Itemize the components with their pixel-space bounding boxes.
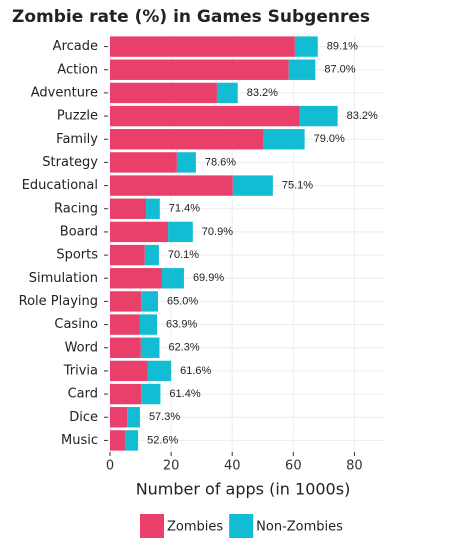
x-tick-label: 0 [106,459,114,474]
bar-segment [110,291,142,312]
bar-segment [110,360,148,382]
y-tick-label: Casino [54,317,98,332]
y-tick-label: Role Playing [19,294,98,309]
y-tick-label: Adventure [31,85,98,100]
bar-segment [110,268,162,289]
x-axis-label: Number of apps (in 1000s) [136,480,351,499]
rate-label: 57.3% [149,411,180,423]
rate-label: 69.9% [193,272,224,284]
rate-label: 71.4% [169,203,200,215]
bar-segment [124,430,139,451]
rate-label: 75.1% [282,179,313,191]
chart-title: Zombie rate (%) in Games Subgenres [12,7,370,27]
bar-segment [263,129,305,150]
legend-label: Zombies [167,520,223,535]
y-tick-label: Simulation [29,271,98,286]
x-tick-label: 40 [224,459,241,474]
y-tick-label: Family [56,132,98,147]
y-tick-label: Trivia [63,363,98,378]
x-tick-label: 20 [163,459,180,474]
y-tick-label: Music [61,433,98,448]
y-tick-label: Educational [22,178,98,193]
rate-label: 63.9% [166,318,197,330]
rate-label: 70.1% [168,249,199,261]
y-tick-label: Word [65,340,98,355]
y-tick-label: Arcade [53,39,98,54]
y-tick-label: Sports [56,248,98,263]
bar-segment [141,291,158,312]
y-tick-label: Puzzle [57,109,98,124]
rate-label: 70.9% [202,226,233,238]
y-tick-label: Action [57,62,98,77]
bar-segment [110,430,125,451]
bar-segment [110,407,128,428]
rate-label: 83.2% [247,87,278,99]
bar-segment [232,175,273,196]
bar-segment [288,59,316,80]
bar-segment [110,198,147,219]
bar-segment [168,221,193,243]
rate-label: 87.0% [324,64,355,76]
bar-segment [110,314,140,335]
rate-label: 61.6% [180,365,211,377]
y-tick-label: Card [68,387,98,402]
bar-segment [144,244,159,266]
bar-segment [294,36,318,57]
bar-segment [147,360,172,382]
bar-segment [110,129,264,150]
bar-segment [176,152,196,173]
y-tick-label: Board [60,224,98,239]
rate-label: 89.1% [327,40,358,52]
bar-segment [161,268,184,289]
rate-label: 65.0% [167,295,198,307]
bar-segment [110,221,169,243]
bar-segment [146,198,160,219]
bar-segment [127,407,140,428]
rate-label: 78.6% [205,156,236,168]
bar-segment [216,82,238,104]
rate-label: 79.0% [314,133,345,145]
bar-segment [110,383,142,405]
x-tick-label: 80 [346,459,363,474]
bar-segment [299,105,338,127]
bar-segment [110,337,141,358]
x-tick-label: 60 [285,459,302,474]
bar-segment [110,36,295,57]
y-tick-label: Dice [69,410,98,425]
bar-segment [110,244,145,266]
bar-segment [110,105,300,127]
y-tick-label: Strategy [42,155,98,170]
rate-label: 61.4% [169,388,200,400]
bar-segment [110,82,217,104]
legend-label: Non-Zombies [256,520,343,535]
legend-swatch [140,514,164,538]
rate-label: 52.6% [147,434,178,446]
y-tick-label: Racing [54,201,98,216]
rate-label: 62.3% [169,342,200,354]
bar-segment [139,314,158,335]
bar-segment [110,175,233,196]
bar-segment [141,383,161,405]
legend-swatch [229,514,254,538]
rate-label: 83.2% [347,110,378,122]
bar-segment [110,152,177,173]
bar-segment [110,59,289,80]
bar-segment [140,337,160,358]
